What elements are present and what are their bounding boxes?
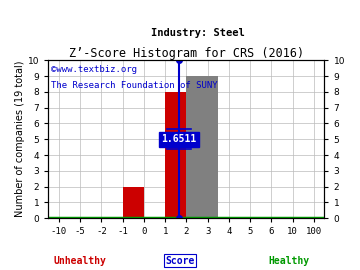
Text: ©www.textbiz.org: ©www.textbiz.org xyxy=(51,65,137,74)
Text: Score: Score xyxy=(165,256,195,266)
Text: 1.6511: 1.6511 xyxy=(161,134,197,144)
Text: Healthy: Healthy xyxy=(269,256,310,266)
Text: Industry: Steel: Industry: Steel xyxy=(151,28,245,38)
Title: Z’-Score Histogram for CRS (2016): Z’-Score Histogram for CRS (2016) xyxy=(69,48,304,60)
Text: The Research Foundation of SUNY: The Research Foundation of SUNY xyxy=(51,81,218,90)
Text: Unhealthy: Unhealthy xyxy=(54,256,107,266)
Bar xyxy=(123,187,144,218)
Bar xyxy=(165,92,186,218)
Y-axis label: Number of companies (19 total): Number of companies (19 total) xyxy=(15,61,25,218)
Bar xyxy=(186,76,218,218)
